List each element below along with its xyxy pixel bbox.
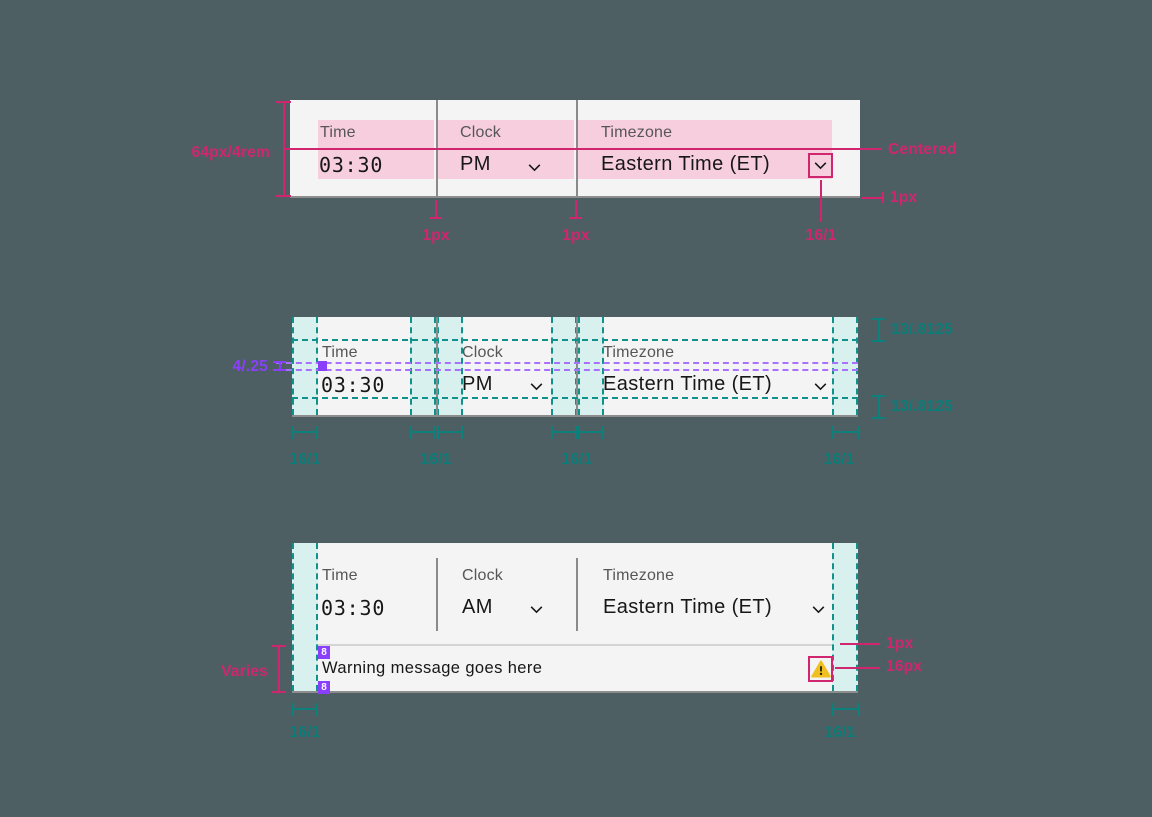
padding-bracket-icon [292,703,318,716]
padding-bracket-icon [292,426,318,439]
chevron-down-icon[interactable] [810,601,827,618]
content-top-guide [292,339,858,341]
padding-highlight [437,317,463,415]
timezone-label: Timezone [603,567,675,584]
timezone-select-value[interactable]: Eastern Time (ET) [601,153,771,175]
time-label: Time [322,567,358,584]
clock-select-value[interactable]: AM [462,596,493,618]
padding-annotation: 16/1 [420,451,452,468]
padding-bracket-icon [832,703,860,716]
padding-highlight [578,317,604,415]
time-input[interactable]: 03:30 [319,153,384,177]
time-input[interactable]: 03:30 [321,596,386,620]
field-divider [576,558,578,631]
varies-annotation: Varies [221,663,268,680]
clock-select-value[interactable]: PM [460,153,491,175]
chevron-inset-line [820,180,822,222]
padding-annotation: 16/1 [823,451,855,468]
padding-annotation: 16/1 [561,451,593,468]
padding-highlight [832,543,858,691]
warning-separator [318,644,832,646]
chevron-inset-annotation: 16/1 [805,227,837,244]
clock-select-value[interactable]: PM [462,373,493,395]
padding-annotation: 16/1 [824,724,856,741]
time-picker-padding-spec: Time Clock Timezone 03:30 PM Eastern Tim… [292,317,858,417]
clock-label: Clock [462,344,504,361]
border-width-icon [862,192,884,203]
timezone-select-value[interactable]: Eastern Time (ET) [603,596,773,618]
label-gap-guide-top [276,362,858,364]
label-gap-annotation: 4/.25 [232,358,268,375]
label-gap-guide-bottom [276,369,858,371]
type-size-icon [872,318,885,342]
centered-line [285,148,882,150]
label-type-annotation: 13/.8125 [891,398,953,415]
padding-annotation: 16/1 [289,724,321,741]
padding-bracket-icon [410,426,436,439]
border-pointer-line [840,643,880,645]
warning-icon-highlight [808,656,833,682]
chevron-down-icon[interactable] [528,378,545,395]
spacing-token-badge: 8 [318,681,330,694]
divider2-annotation: 1px [562,227,590,244]
height-annotation: 64px/4rem [191,144,270,161]
padding-annotation: 16/1 [289,451,321,468]
divider1-annotation: 1px [422,227,450,244]
warning-border-annotation: 1px [886,635,914,652]
centered-annotation: Centered [888,141,957,158]
time-label: Time [320,124,356,141]
padding-bracket-icon [551,426,577,439]
field-divider [576,317,578,415]
label-gap-icon [273,361,286,371]
icon-pointer-line [835,667,880,669]
type-size-icon [872,395,885,419]
chevron-inset-highlight [808,153,833,178]
time-picker-warning: Time Clock Timezone 03:30 AM Eastern Tim… [292,543,858,694]
padding-highlight [292,317,318,415]
padding-bracket-icon [437,426,463,439]
clock-label: Clock [460,124,502,141]
padding-highlight [410,317,436,415]
warning-icon [810,660,831,683]
spacing-token-badge: 8 [318,646,330,659]
chevron-down-icon[interactable] [812,157,829,174]
chevron-down-icon[interactable] [526,159,543,176]
field-divider [436,317,438,415]
warning-message: Warning message goes here [322,659,543,677]
padding-highlight [832,317,858,415]
field-divider [436,558,438,631]
divider-width-icon [429,200,442,219]
time-input[interactable]: 03:30 [321,373,386,397]
height-bracket-icon [276,101,291,197]
label-type-annotation: 13/.8125 [891,321,953,338]
chevron-down-icon[interactable] [528,601,545,618]
timezone-label: Timezone [603,344,675,361]
padding-highlight [551,317,577,415]
border-bottom-annotation: 1px [890,189,918,206]
timezone-select-value[interactable]: Eastern Time (ET) [603,373,773,395]
chevron-down-icon[interactable] [812,378,829,395]
clock-label: Clock [462,567,504,584]
padding-bracket-icon [832,426,860,439]
padding-bracket-icon [578,426,604,439]
varies-bracket-icon [272,645,286,693]
divider-width-icon [569,200,582,219]
label-gap-marker [318,361,327,371]
padding-highlight [292,543,318,691]
warning-icon-size-annotation: 16px [886,658,923,675]
content-bottom-guide [292,397,858,399]
time-label: Time [322,344,358,361]
timezone-label: Timezone [601,124,673,141]
